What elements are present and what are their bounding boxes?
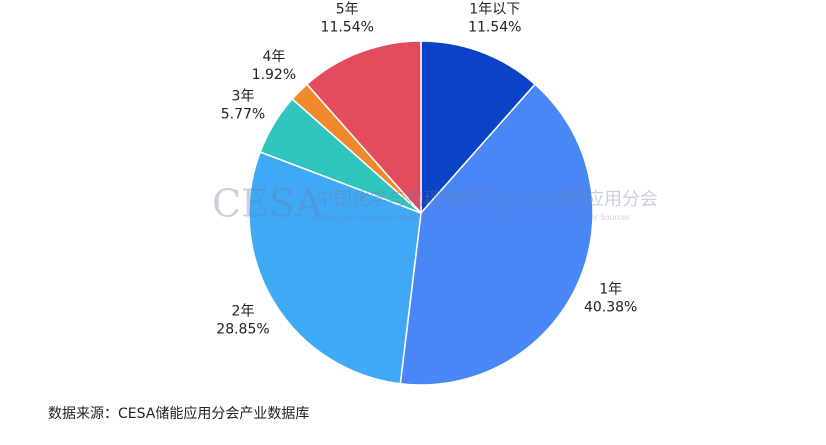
pie-slice: [420, 40, 537, 215]
slice-category-label: 5年: [336, 2, 359, 18]
watermark-logo: CESA: [212, 182, 323, 226]
slice-category-label: 1年: [599, 281, 622, 297]
slice-value-label: 11.54%: [468, 20, 521, 36]
slice-value-label: 40.38%: [584, 299, 637, 315]
slice-value-label: 28.85%: [216, 322, 269, 338]
pie-slice: [248, 151, 422, 385]
slice-category-label: 2年: [232, 304, 255, 320]
source-note: 数据来源：CESA储能应用分会产业数据库: [48, 405, 309, 422]
slice-category-label: 3年: [232, 88, 255, 104]
pie-slice: [305, 40, 422, 215]
watermark: CESA 中国化学与物理电源行业协会储能应用分会 Energy Storage …: [212, 182, 658, 226]
slice-category-label: 4年: [262, 49, 285, 65]
slice-value-label: 1.92%: [252, 67, 296, 83]
pie: [248, 40, 594, 386]
slice-value-label: 11.54%: [321, 20, 374, 36]
slice-category-label: 1年以下: [469, 2, 520, 18]
slice-value-label: 5.77%: [221, 106, 265, 122]
watermark-english: Energy Storage Application Branch of Chi…: [316, 213, 630, 222]
watermark-name: 中国化学与物理电源行业协会储能应用分会: [316, 189, 658, 210]
pie-slice: [399, 83, 594, 386]
